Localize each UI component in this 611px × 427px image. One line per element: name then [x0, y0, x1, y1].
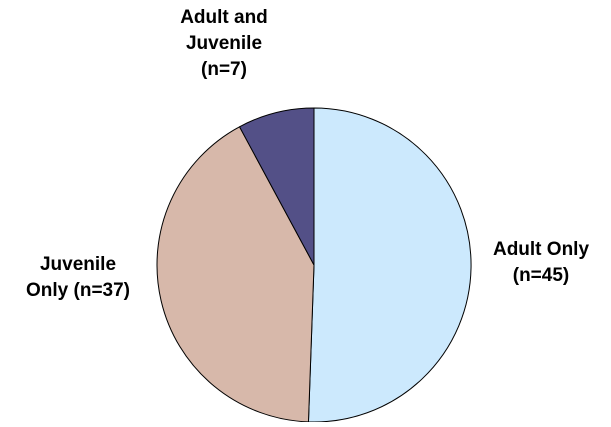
slice-juvenile-only — [156, 126, 315, 423]
slice-label-juvenile-only: Juvenile Only (n=37) — [26, 254, 130, 301]
slice-label-line: Only (n=37) — [26, 280, 130, 301]
slice-label-line: Juvenile — [186, 33, 262, 54]
slice-label-adult-and-juvenile: Adult and Juvenile (n=7) — [180, 7, 268, 80]
slice-label-line: Juvenile — [40, 254, 116, 275]
labels-layer: Adult Only (n=45) Juvenile Only (n=37) Adult… — [26, 7, 589, 301]
slice-label-line: (n=45) — [513, 265, 570, 286]
slice-adult-and-juvenile — [238, 107, 315, 266]
slice-label-line: Adult and — [180, 7, 268, 28]
slice-adult-only — [307, 107, 472, 423]
slices-layer — [156, 107, 472, 423]
slice-label-line: (n=7) — [201, 59, 247, 80]
slice-label-line: Adult Only — [493, 239, 589, 260]
slice-label-adult-only: Adult Only (n=45) — [493, 239, 589, 286]
